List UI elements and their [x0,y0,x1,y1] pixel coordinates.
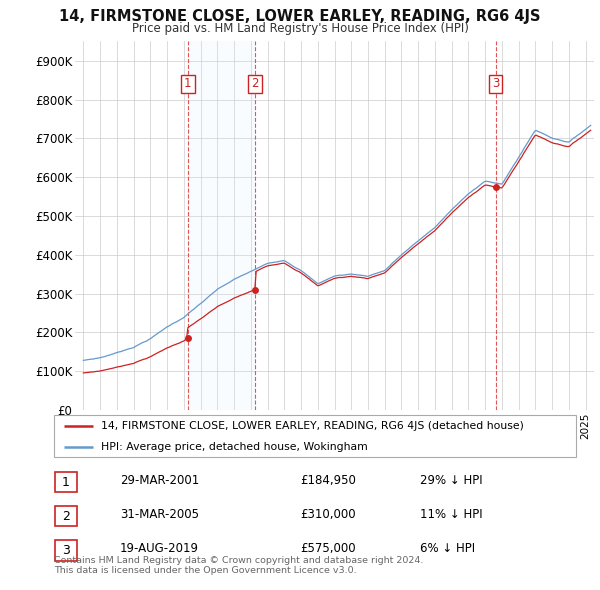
Text: HPI: Average price, detached house, Wokingham: HPI: Average price, detached house, Woki… [101,442,368,451]
Text: £184,950: £184,950 [300,474,356,487]
Text: 11% ↓ HPI: 11% ↓ HPI [420,508,482,521]
Bar [188,41,255,410]
Text: 3: 3 [62,544,70,557]
Text: 29% ↓ HPI: 29% ↓ HPI [420,474,482,487]
Text: 31-MAR-2005: 31-MAR-2005 [120,508,199,521]
Text: 6% ↓ HPI: 6% ↓ HPI [420,542,475,555]
Text: 2: 2 [62,510,70,523]
Text: 19-AUG-2019: 19-AUG-2019 [120,542,199,555]
Text: 3: 3 [492,77,499,90]
Text: 29-MAR-2001: 29-MAR-2001 [120,474,199,487]
Text: 14, FIRMSTONE CLOSE, LOWER EARLEY, READING, RG6 4JS: 14, FIRMSTONE CLOSE, LOWER EARLEY, READI… [59,9,541,24]
Text: £575,000: £575,000 [300,542,356,555]
Text: Contains HM Land Registry data © Crown copyright and database right 2024.
This d: Contains HM Land Registry data © Crown c… [54,556,424,575]
Text: 14, FIRMSTONE CLOSE, LOWER EARLEY, READING, RG6 4JS (detached house): 14, FIRMSTONE CLOSE, LOWER EARLEY, READI… [101,421,524,431]
Text: 1: 1 [184,77,191,90]
Text: 1: 1 [62,476,70,489]
Text: 2: 2 [251,77,259,90]
Text: Price paid vs. HM Land Registry's House Price Index (HPI): Price paid vs. HM Land Registry's House … [131,22,469,35]
Text: £310,000: £310,000 [300,508,356,521]
